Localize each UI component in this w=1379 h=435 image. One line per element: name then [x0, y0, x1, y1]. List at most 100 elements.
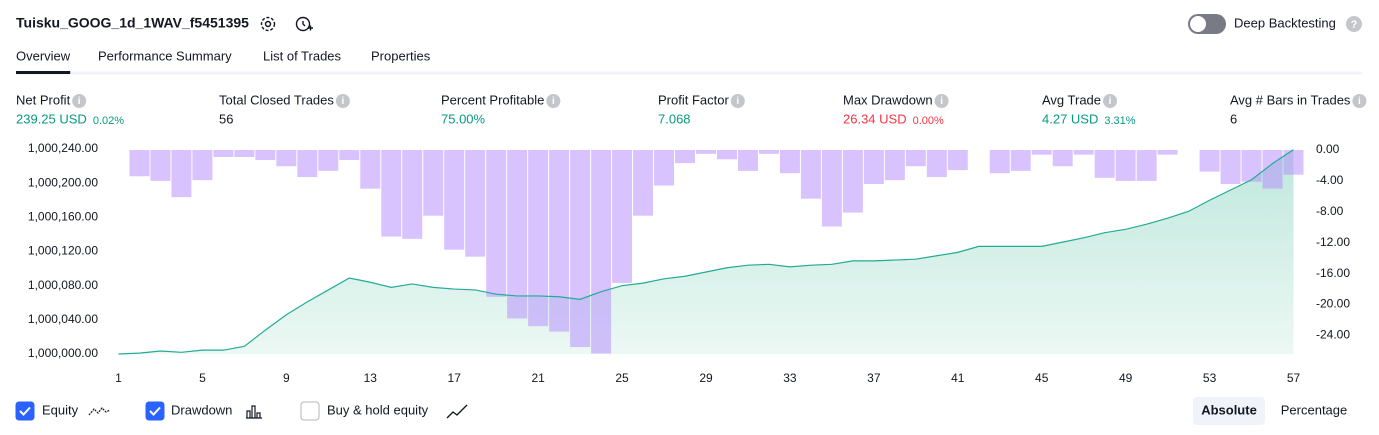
mode-button[interactable]: Absolute	[1201, 402, 1257, 417]
info-icon[interactable]	[72, 94, 87, 108]
drawdown-bar	[926, 150, 947, 178]
x-tick-label: 45	[1035, 371, 1049, 385]
y-tick-label: 1,000,240.00	[28, 141, 98, 155]
drawdown-bar	[1010, 150, 1031, 171]
info-icon[interactable]	[1352, 94, 1367, 108]
drawdown-bar	[758, 150, 779, 154]
deep-backtesting-label: Deep Backtesting	[1234, 15, 1336, 30]
x-tick-label: 1	[115, 371, 122, 385]
metric-value: 4.27 USD	[1042, 111, 1098, 126]
x-tick-label: 21	[531, 371, 545, 385]
drawdown-bar	[171, 150, 192, 198]
y-tick-label: 1,000,200.00	[28, 175, 98, 189]
drawdown-bar	[947, 150, 968, 171]
drawdown-bar	[255, 150, 276, 161]
drawdown-bar	[381, 150, 402, 237]
info-icon[interactable]	[546, 94, 561, 108]
x-tick-label: 17	[448, 371, 462, 385]
x-tick-label: 29	[699, 371, 713, 385]
svg-text:?: ?	[1351, 19, 1358, 31]
y2-tick-label: -12.00	[1316, 235, 1350, 249]
info-icon-glyph: i	[342, 96, 345, 107]
drawdown-bar	[1136, 150, 1157, 181]
info-icon-glyph: i	[1358, 96, 1361, 107]
settings-icon[interactable]	[260, 16, 276, 32]
info-icon[interactable]	[730, 94, 745, 108]
info-icon[interactable]	[934, 94, 949, 108]
drawdown-bar	[297, 150, 318, 178]
strategy-title: Tuisku_GOOG_1d_1WAV_f5451395	[16, 15, 249, 31]
info-icon[interactable]	[1103, 94, 1118, 108]
help-icon[interactable]: ?	[1346, 16, 1362, 32]
info-icon[interactable]	[335, 94, 350, 108]
info-icon-glyph: i	[1109, 96, 1112, 107]
tab[interactable]: Properties	[371, 48, 431, 63]
drawdown-bar	[339, 150, 360, 161]
drawdown-bar	[779, 150, 800, 174]
checkbox[interactable]	[300, 401, 320, 421]
drawdown-bar	[465, 150, 486, 257]
x-tick-label: 53	[1203, 371, 1217, 385]
drawdown-bar	[842, 150, 863, 213]
metric-label: Net Profit	[16, 92, 71, 107]
drawdown-bar	[1115, 150, 1136, 181]
drawdown-bar	[213, 150, 234, 157]
metric-label: Avg Trade	[1042, 92, 1101, 107]
buy-hold-icon	[446, 404, 468, 419]
info-icon-glyph: i	[552, 96, 555, 107]
x-tick-label: 13	[364, 371, 378, 385]
drawdown-bar	[884, 150, 905, 181]
drawdown-bar	[129, 150, 150, 177]
deep-backtesting-toggle[interactable]	[1188, 14, 1226, 34]
drawdown-bar	[1283, 150, 1304, 175]
active-tab-indicator	[16, 71, 71, 74]
tab[interactable]: List of Trades	[263, 48, 342, 63]
drawdown-bar	[234, 150, 255, 157]
y-tick-label: 1,000,080.00	[28, 278, 98, 292]
y2-tick-label: 0.00	[1316, 142, 1340, 156]
x-tick-label: 5	[199, 371, 206, 385]
checkbox[interactable]	[15, 401, 35, 421]
drawdown-bar	[486, 150, 507, 297]
checkbox[interactable]	[145, 401, 165, 421]
y-tick-label: 1,000,040.00	[28, 312, 98, 326]
drawdown-bar	[1199, 150, 1220, 172]
drawdown-bar	[821, 150, 842, 227]
drawdown-bar	[716, 150, 737, 160]
drawdown-bar	[591, 150, 612, 354]
drawdown-bar	[633, 150, 654, 216]
y2-tick-label: -20.00	[1316, 297, 1350, 311]
info-icon-glyph: i	[78, 96, 81, 107]
drawdown-bar	[192, 150, 213, 181]
drawdown-bar	[863, 150, 884, 184]
y-tick-label: 1,000,120.00	[28, 244, 98, 258]
tab[interactable]: Performance Summary	[98, 48, 232, 63]
x-tick-label: 57	[1287, 371, 1301, 385]
mode-button[interactable]: Percentage	[1281, 402, 1348, 417]
drawdown-bar	[696, 150, 716, 154]
equity-icon	[88, 407, 111, 416]
metric-label: Profit Factor	[658, 92, 729, 107]
x-tick-label: 9	[283, 371, 290, 385]
tab[interactable]: Overview	[16, 48, 71, 63]
drawdown-bar	[1094, 150, 1115, 178]
drawdown-bar	[989, 150, 1010, 174]
legend-buy-hold: Buy & hold equity	[327, 402, 429, 417]
y2-tick-label: -8.00	[1316, 204, 1344, 218]
metric-percent: 0.02%	[93, 115, 124, 127]
info-icon-glyph: i	[736, 96, 739, 107]
drawdown-bar	[800, 150, 821, 199]
drawdown-icon	[246, 405, 262, 419]
drawdown-bar	[318, 150, 339, 171]
metric-label: Avg # Bars in Trades	[1230, 92, 1351, 107]
metric-value: 7.068	[658, 111, 691, 126]
drawdown-bar	[1073, 150, 1094, 155]
drawdown-bar	[654, 150, 675, 186]
drawdown-bar	[1031, 150, 1052, 155]
x-tick-label: 49	[1119, 371, 1133, 385]
metric-value: 56	[219, 111, 233, 126]
equity-line	[118, 149, 1294, 355]
alert-icon[interactable]	[295, 16, 314, 32]
x-tick-label: 33	[783, 371, 797, 385]
